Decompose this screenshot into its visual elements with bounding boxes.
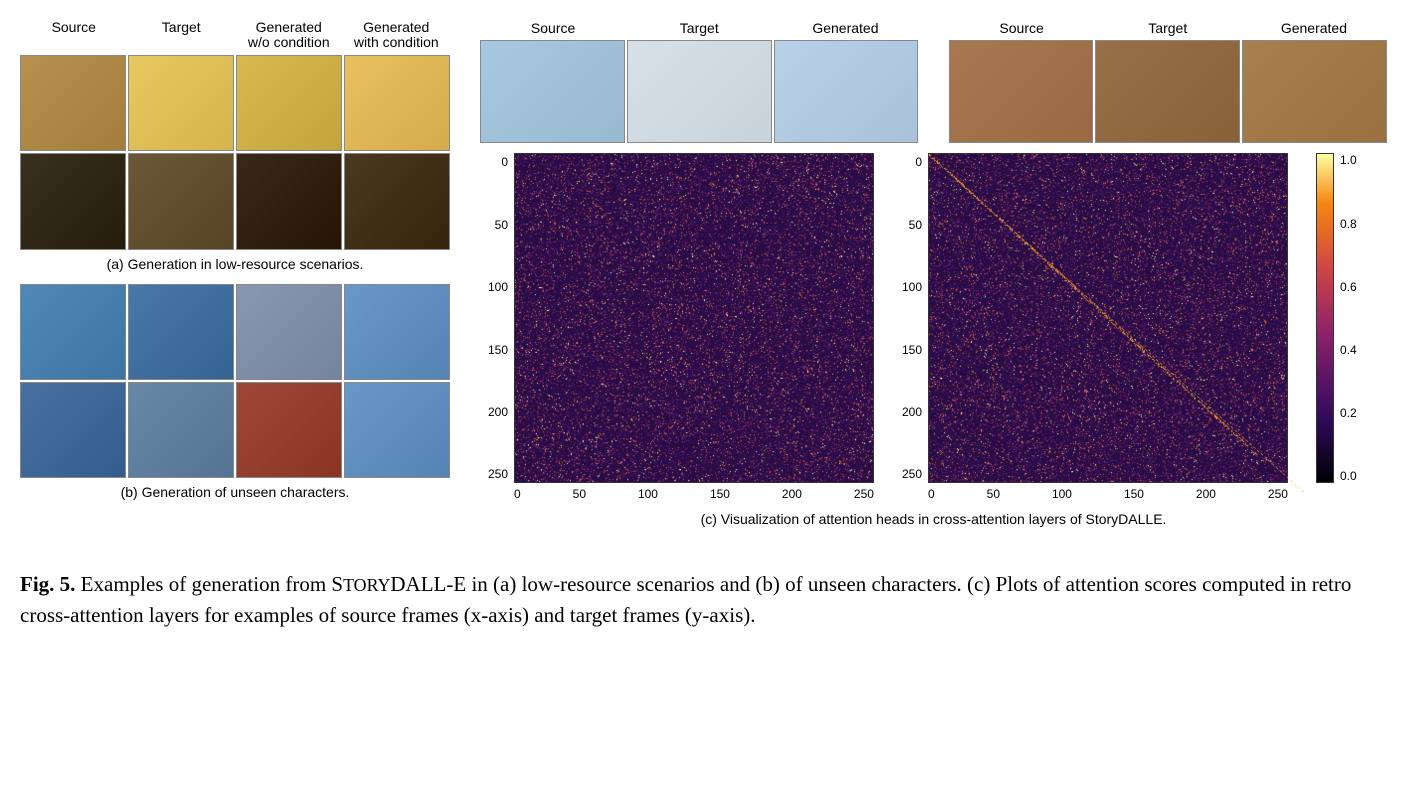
axis-tick: 0 bbox=[480, 155, 508, 169]
axis-tick: 150 bbox=[1124, 487, 1144, 501]
example-image bbox=[1242, 40, 1387, 143]
axis-tick: 250 bbox=[854, 487, 874, 501]
axis-tick: 150 bbox=[480, 343, 508, 357]
heatmap-2-yaxis: 0 50 100 150 200 250 bbox=[894, 153, 924, 501]
axis-tick: 200 bbox=[894, 405, 922, 419]
right-top-images: Source Target Generated Source Target Ge… bbox=[480, 20, 1387, 143]
axis-tick: 200 bbox=[480, 405, 508, 419]
colorbar-gradient bbox=[1316, 153, 1334, 483]
colorbar-labels: 1.0 0.8 0.6 0.4 0.2 0.0 bbox=[1340, 153, 1357, 483]
axis-tick: 150 bbox=[894, 343, 922, 357]
heatmap-2-canvas bbox=[928, 153, 1288, 483]
r-header-target-2: Target bbox=[1095, 20, 1241, 36]
heatmap-2: 0 50 100 150 200 250 0 50 100 150 200 250 bbox=[894, 153, 1288, 501]
section-b-rows bbox=[20, 284, 450, 479]
caption-text-1: Examples of generation from bbox=[75, 572, 331, 596]
r-header-source-1: Source bbox=[480, 20, 626, 36]
caption-prefix: Fig. 5. bbox=[20, 572, 75, 596]
example-image bbox=[236, 284, 342, 380]
example-image bbox=[344, 382, 450, 478]
header-gen-wo: Generated w/o condition bbox=[235, 20, 343, 51]
example-image bbox=[20, 382, 126, 478]
example-image bbox=[344, 153, 450, 249]
axis-tick: 150 bbox=[710, 487, 730, 501]
axis-tick: 0.2 bbox=[1340, 406, 1357, 420]
axis-tick: 50 bbox=[894, 218, 922, 232]
example-image bbox=[774, 40, 919, 143]
example-image bbox=[236, 153, 342, 249]
axis-tick: 0.4 bbox=[1340, 343, 1357, 357]
axis-tick: 250 bbox=[894, 467, 922, 481]
axis-tick: 50 bbox=[480, 218, 508, 232]
image-row bbox=[20, 382, 450, 478]
heatmap-1: 0 50 100 150 200 250 0 50 100 150 200 250 bbox=[480, 153, 874, 501]
heatmap-1-xaxis: 0 50 100 150 200 250 bbox=[514, 483, 874, 501]
example-image bbox=[236, 382, 342, 478]
right-group-2: Source Target Generated bbox=[949, 20, 1388, 143]
caption-a: (a) Generation in low-resource scenarios… bbox=[20, 256, 450, 272]
right-group-1: Source Target Generated bbox=[480, 20, 919, 143]
header-source: Source bbox=[20, 20, 128, 51]
header-gen-with: Generated with condition bbox=[343, 20, 451, 51]
left-headers-row: Source Target Generated w/o condition Ge… bbox=[20, 20, 450, 51]
axis-tick: 100 bbox=[1052, 487, 1072, 501]
image-row bbox=[20, 153, 450, 249]
left-panel: Source Target Generated w/o condition Ge… bbox=[20, 20, 450, 539]
section-a-rows bbox=[20, 55, 450, 250]
axis-tick: 100 bbox=[480, 280, 508, 294]
axis-tick: 0.8 bbox=[1340, 217, 1357, 231]
r-header-source-2: Source bbox=[949, 20, 1095, 36]
axis-tick: 0 bbox=[928, 487, 935, 501]
axis-tick: 100 bbox=[638, 487, 658, 501]
r-header-gen-1: Generated bbox=[772, 20, 918, 36]
axis-tick: 50 bbox=[987, 487, 1000, 501]
axis-tick: 0.6 bbox=[1340, 280, 1357, 294]
example-image bbox=[128, 55, 234, 151]
example-image bbox=[20, 284, 126, 380]
example-image bbox=[236, 55, 342, 151]
axis-tick: 200 bbox=[782, 487, 802, 501]
image-row bbox=[20, 284, 450, 380]
example-image bbox=[480, 40, 625, 143]
figure-caption: Fig. 5. Examples of generation from STOR… bbox=[20, 569, 1387, 630]
heatmap-1-canvas bbox=[514, 153, 874, 483]
example-image bbox=[128, 153, 234, 249]
r-header-gen-2: Generated bbox=[1241, 20, 1387, 36]
axis-tick: 1.0 bbox=[1340, 153, 1357, 167]
example-image bbox=[1095, 40, 1240, 143]
axis-tick: 250 bbox=[480, 467, 508, 481]
heatmap-2-xaxis: 0 50 100 150 200 250 bbox=[928, 483, 1288, 501]
example-image bbox=[20, 153, 126, 249]
colorbar: 1.0 0.8 0.6 0.4 0.2 0.0 bbox=[1316, 153, 1357, 483]
example-image bbox=[128, 284, 234, 380]
caption-c: (c) Visualization of attention heads in … bbox=[480, 511, 1387, 527]
header-target: Target bbox=[128, 20, 236, 51]
example-image bbox=[344, 55, 450, 151]
r-header-target-1: Target bbox=[626, 20, 772, 36]
axis-tick: 0.0 bbox=[1340, 469, 1357, 483]
example-image bbox=[949, 40, 1094, 143]
axis-tick: 50 bbox=[573, 487, 586, 501]
example-image bbox=[20, 55, 126, 151]
image-row bbox=[20, 55, 450, 151]
heatmaps-row: 0 50 100 150 200 250 0 50 100 150 200 250 0 50 100 15… bbox=[480, 153, 1387, 501]
axis-tick: 100 bbox=[894, 280, 922, 294]
example-image bbox=[128, 382, 234, 478]
example-image bbox=[627, 40, 772, 143]
axis-tick: 250 bbox=[1268, 487, 1288, 501]
axis-tick: 200 bbox=[1196, 487, 1216, 501]
caption-model: STORYDALL-E bbox=[331, 572, 466, 596]
example-image bbox=[344, 284, 450, 380]
right-panel: Source Target Generated Source Target Ge… bbox=[480, 20, 1387, 539]
caption-b: (b) Generation of unseen characters. bbox=[20, 484, 450, 500]
heatmap-1-yaxis: 0 50 100 150 200 250 bbox=[480, 153, 510, 501]
axis-tick: 0 bbox=[514, 487, 521, 501]
axis-tick: 0 bbox=[894, 155, 922, 169]
